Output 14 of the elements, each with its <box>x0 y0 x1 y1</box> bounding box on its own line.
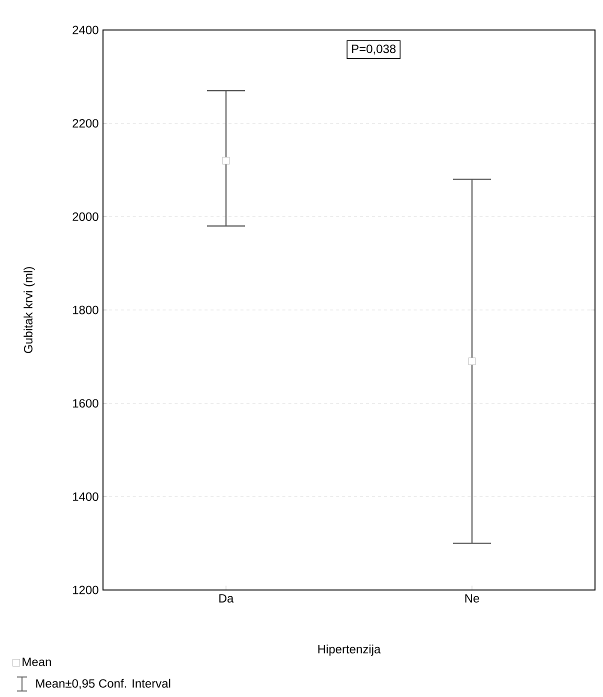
y-axis-title: Gubitak krvi (ml) <box>24 267 35 354</box>
y-tick-label: 1200 <box>73 586 98 594</box>
legend-label: Mean <box>22 658 51 666</box>
y-tick-label: 1800 <box>73 306 98 314</box>
y-tick-label: 1600 <box>73 399 98 408</box>
x-tick-label: Ne <box>465 594 480 603</box>
y-tick-label: 1400 <box>73 492 98 501</box>
y-tick-label: 2000 <box>72 212 98 221</box>
y-tick-label: 2400 <box>72 26 98 34</box>
text: Mean±0,95 Conf. Interval <box>36 678 170 690</box>
x-tick-label: Da <box>219 594 234 603</box>
y-tick-label: 2200 <box>72 119 98 128</box>
x-axis-title: Hipertenzija <box>318 644 381 656</box>
annotation: P=0,038 <box>352 44 396 55</box>
